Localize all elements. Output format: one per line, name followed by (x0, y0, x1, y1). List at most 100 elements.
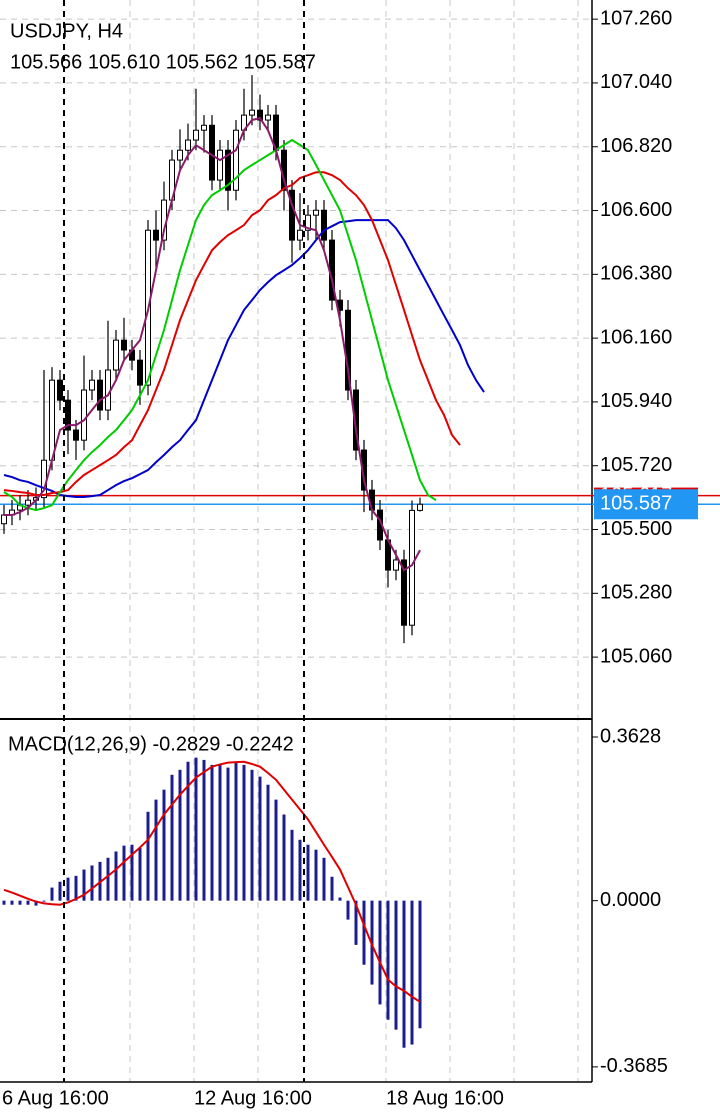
candle-body (57, 379, 63, 401)
macd-bar (66, 877, 70, 901)
candle-body (185, 139, 191, 151)
macd-bar (218, 764, 222, 901)
macd-bar (274, 799, 278, 901)
chart-title: USDJPY, H4 (10, 20, 123, 42)
y-tick-label: 0.3628 (600, 725, 661, 747)
ma-line (3, 138, 437, 512)
candle-body (217, 149, 223, 181)
candle-body (393, 559, 399, 571)
macd-bar (306, 844, 310, 901)
y-tick-label: 107.040 (600, 71, 672, 93)
y-tick-label: 105.280 (600, 582, 672, 604)
macd-bar (242, 764, 246, 901)
candle-body (113, 339, 119, 371)
macd-bar (194, 757, 198, 901)
candle-body (209, 124, 215, 181)
macd-bar (106, 857, 110, 901)
ma-line (3, 171, 461, 497)
candle-body (249, 109, 255, 116)
macd-bar (34, 900, 38, 906)
candle-body (97, 379, 103, 411)
macd-bar (226, 767, 230, 901)
candle-body (233, 129, 239, 191)
macd-bar (58, 881, 62, 901)
macd-bar (186, 761, 190, 901)
macd-bar (202, 759, 206, 901)
macd-bar (146, 811, 150, 901)
candle-body (313, 209, 319, 216)
candle-body (201, 124, 207, 131)
candle-body (49, 379, 55, 461)
candle-body (81, 389, 87, 441)
y-tick-label: 0.0000 (600, 889, 661, 911)
y-tick-label: 105.060 (600, 645, 672, 667)
macd-bar (162, 789, 166, 901)
macd-bar (410, 900, 414, 1045)
y-tick-label: 105.500 (600, 518, 672, 540)
ma-line (4, 116, 421, 572)
candle-body (177, 149, 183, 161)
candle-body (225, 149, 231, 191)
macd-bar (130, 844, 134, 901)
candle-body (65, 399, 71, 431)
x-tick-label: 6 Aug 16:00 (2, 1087, 109, 1109)
y-tick-label: 106.160 (600, 326, 672, 348)
macd-bar (178, 769, 182, 901)
macd-bar (154, 799, 158, 901)
macd-bar (258, 776, 262, 901)
macd-bar (418, 900, 422, 1029)
macd-bar (330, 876, 334, 901)
candle-body (193, 129, 199, 141)
macd-bar (282, 814, 286, 901)
macd-bar (338, 897, 342, 901)
candle-body (321, 209, 327, 241)
macd-bar (234, 761, 238, 901)
macd-bar (2, 900, 6, 905)
y-tick-label: 106.600 (600, 199, 672, 221)
candle-body (153, 229, 159, 241)
macd-bar (210, 764, 214, 901)
macd-bar (298, 839, 302, 901)
x-tick-label: 18 Aug 16:00 (386, 1087, 504, 1109)
macd-bar (314, 849, 318, 901)
macd-bar (354, 900, 358, 945)
candle-body (73, 429, 79, 441)
macd-bar (266, 784, 270, 901)
y-tick-label: 106.380 (600, 263, 672, 285)
candle-body (137, 359, 143, 386)
y-tick-label: 107.260 (600, 7, 672, 29)
macd-bar (114, 851, 118, 901)
candle-body (265, 114, 271, 121)
candle-body (89, 379, 95, 391)
ma-line (3, 219, 485, 499)
macd-bar (74, 875, 78, 901)
candle-body (417, 503, 423, 511)
candle-body (289, 189, 295, 241)
macd-bar (10, 900, 14, 905)
macd-bar (18, 900, 22, 905)
macd-bar (42, 900, 46, 902)
macd-bar (386, 900, 390, 1020)
macd-bar (322, 857, 326, 901)
macd-bar (250, 769, 254, 901)
candle-body (121, 339, 127, 351)
y-tick-label: 105.720 (600, 454, 672, 476)
candle-body (297, 229, 303, 241)
candle-body (1, 514, 7, 525)
macd-bar (378, 900, 382, 1005)
macd-bar (50, 887, 54, 901)
y-tick-label: 106.820 (600, 135, 672, 157)
candle-body (401, 559, 407, 626)
macd-bar (346, 900, 350, 920)
macd-bar (290, 829, 294, 901)
candle-body (25, 499, 31, 506)
layout (129, 0, 579, 1082)
macd-bar (82, 869, 86, 901)
candle-body (409, 509, 415, 626)
x-tick-label: 12 Aug 16:00 (194, 1087, 312, 1109)
macd-bar (362, 900, 366, 965)
macd-bar (26, 900, 30, 905)
y-tick-label: -0.3685 (600, 1055, 668, 1077)
